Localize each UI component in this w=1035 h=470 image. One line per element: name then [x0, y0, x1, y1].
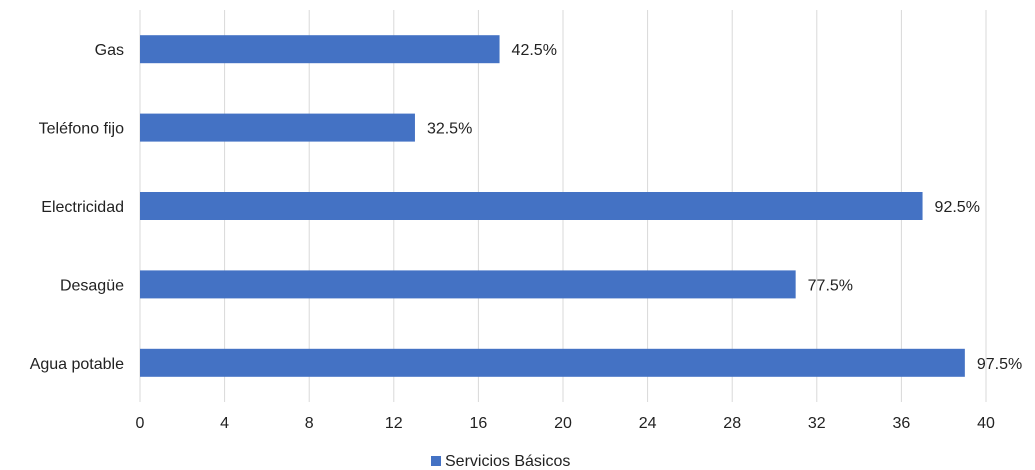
bar-layer [140, 35, 965, 377]
bar [140, 192, 923, 220]
legend-swatch [431, 456, 441, 466]
x-tick-label: 12 [385, 415, 403, 432]
category-label: Teléfono fijo [39, 121, 124, 138]
label-layer: 42.5% 32.5% 92.5% 77.5% 97.5% [427, 42, 1022, 373]
bar [140, 113, 415, 142]
x-tick-label: 32 [808, 415, 826, 432]
data-label: 97.5% [977, 356, 1022, 373]
data-label: 92.5% [935, 199, 980, 216]
x-tick-label: 28 [723, 415, 741, 432]
legend: Servicios Básicos [431, 453, 570, 470]
x-tick-label: 4 [220, 415, 229, 432]
bar [140, 35, 500, 64]
data-label: 32.5% [427, 121, 472, 138]
bar [140, 348, 965, 377]
category-label: Electricidad [41, 199, 124, 216]
legend-label: Servicios Básicos [445, 453, 570, 470]
bar [140, 270, 796, 299]
x-tick-label: 36 [893, 415, 911, 432]
category-label: Gas [95, 42, 124, 59]
x-tick-label: 24 [639, 415, 657, 432]
x-tick-label: 40 [977, 415, 995, 432]
axis-layer: 0 4 8 12 16 20 24 28 32 36 40 Gas Teléfono fijo Elect… [30, 42, 995, 432]
data-label: 77.5% [808, 277, 853, 294]
x-tick-label: 8 [305, 415, 314, 432]
category-label: Agua potable [30, 356, 124, 373]
category-label: Desagüe [60, 277, 124, 294]
x-tick-label: 0 [136, 415, 145, 432]
x-tick-label: 20 [554, 415, 572, 432]
x-tick-label: 16 [470, 415, 488, 432]
data-label: 42.5% [512, 42, 557, 59]
